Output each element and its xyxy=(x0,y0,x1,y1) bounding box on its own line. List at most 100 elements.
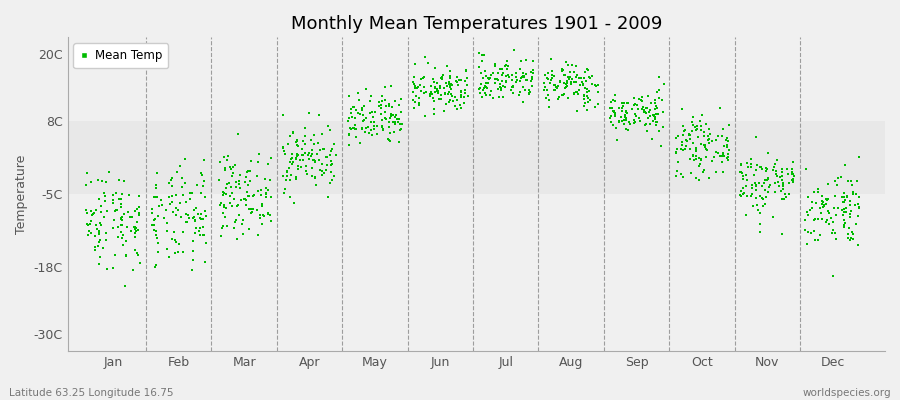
Point xyxy=(191,210,205,217)
Point xyxy=(238,196,253,203)
Point xyxy=(581,87,596,94)
Point xyxy=(459,68,473,74)
Point xyxy=(228,162,242,168)
Point xyxy=(147,194,161,200)
Point xyxy=(651,111,665,117)
Point xyxy=(149,170,164,176)
Point xyxy=(227,224,241,231)
Point xyxy=(434,92,448,98)
Point xyxy=(478,84,492,90)
Point xyxy=(513,88,527,95)
Point xyxy=(115,191,130,197)
Point xyxy=(775,173,789,180)
Point xyxy=(491,86,506,92)
Point xyxy=(217,202,231,208)
Point xyxy=(384,113,399,119)
Point xyxy=(130,252,145,258)
Point xyxy=(614,114,628,120)
Point xyxy=(84,221,98,227)
Point xyxy=(183,195,197,202)
Point xyxy=(720,154,734,161)
Point xyxy=(162,194,176,200)
Point xyxy=(653,142,668,149)
Point xyxy=(105,264,120,271)
Point xyxy=(181,212,195,218)
Point xyxy=(813,232,827,238)
Point xyxy=(636,104,651,110)
Point xyxy=(441,90,455,97)
Point xyxy=(392,116,406,122)
Point xyxy=(461,93,475,99)
Point xyxy=(716,125,730,132)
Point xyxy=(342,142,356,148)
Point xyxy=(620,110,634,116)
Point xyxy=(86,210,101,216)
Point xyxy=(585,81,599,87)
Point xyxy=(682,130,697,137)
Point xyxy=(515,74,529,80)
Point xyxy=(652,127,667,134)
Point xyxy=(693,140,707,147)
Point xyxy=(93,220,107,226)
Point xyxy=(676,174,690,180)
Point xyxy=(431,88,446,95)
Point xyxy=(131,227,146,233)
Point xyxy=(769,168,783,174)
Point xyxy=(346,104,360,110)
Point xyxy=(382,129,397,136)
Point xyxy=(159,228,174,234)
Point xyxy=(303,136,318,143)
Point xyxy=(409,85,423,91)
Point xyxy=(679,136,693,143)
Point xyxy=(313,167,328,173)
Point xyxy=(627,119,642,126)
Point xyxy=(741,164,755,171)
Point xyxy=(154,197,168,203)
Point xyxy=(556,92,571,98)
Point xyxy=(198,208,212,215)
Point xyxy=(406,97,420,104)
Point xyxy=(355,125,369,131)
Point xyxy=(280,168,294,175)
Point xyxy=(435,76,449,82)
Point xyxy=(779,194,794,200)
Point xyxy=(507,47,521,54)
Point xyxy=(781,191,796,198)
Point xyxy=(428,98,442,104)
Point xyxy=(392,139,406,145)
Point xyxy=(514,75,528,81)
Point xyxy=(499,62,513,68)
Point xyxy=(385,104,400,110)
Point xyxy=(621,100,635,106)
Point xyxy=(828,212,842,219)
Point xyxy=(426,76,440,82)
Point xyxy=(522,91,536,98)
Point xyxy=(117,178,131,184)
Point xyxy=(615,108,629,114)
Point xyxy=(649,119,663,125)
Point xyxy=(513,66,527,72)
Point xyxy=(197,177,211,184)
Point xyxy=(216,189,230,195)
Point xyxy=(225,172,239,179)
Point xyxy=(216,210,230,216)
Point xyxy=(495,65,509,72)
Point xyxy=(186,207,201,213)
Point xyxy=(617,121,632,128)
Point xyxy=(278,151,293,158)
Point xyxy=(449,78,464,85)
Point xyxy=(317,170,331,176)
Point xyxy=(722,122,736,128)
Point xyxy=(159,207,174,214)
Point xyxy=(259,194,274,200)
Point xyxy=(801,194,815,200)
Point xyxy=(368,109,382,115)
Point xyxy=(488,76,502,82)
Point xyxy=(241,193,256,200)
Point xyxy=(562,69,577,75)
Point xyxy=(760,176,775,183)
Point xyxy=(192,228,206,234)
Point xyxy=(698,146,713,152)
Point xyxy=(734,193,748,199)
Point xyxy=(834,194,849,200)
